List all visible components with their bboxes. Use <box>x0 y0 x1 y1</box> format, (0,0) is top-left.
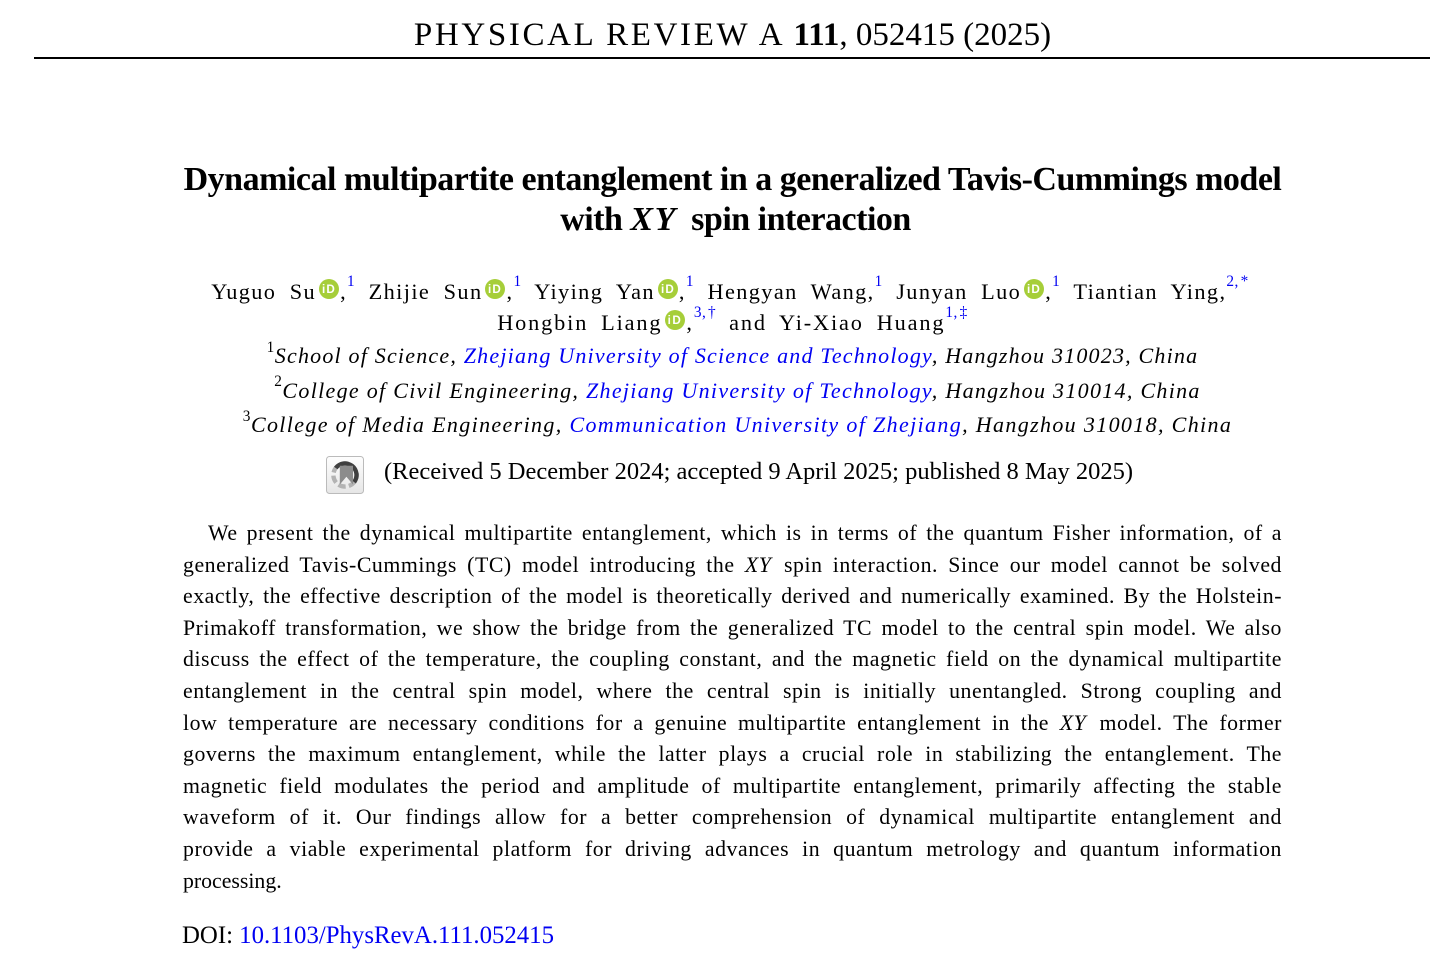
svg-text:iD: iD <box>322 283 336 296</box>
svg-text:iD: iD <box>661 283 675 296</box>
svg-text:iD: iD <box>1027 283 1041 296</box>
svg-text:iD: iD <box>668 314 683 327</box>
svg-text:iD: iD <box>489 283 503 296</box>
